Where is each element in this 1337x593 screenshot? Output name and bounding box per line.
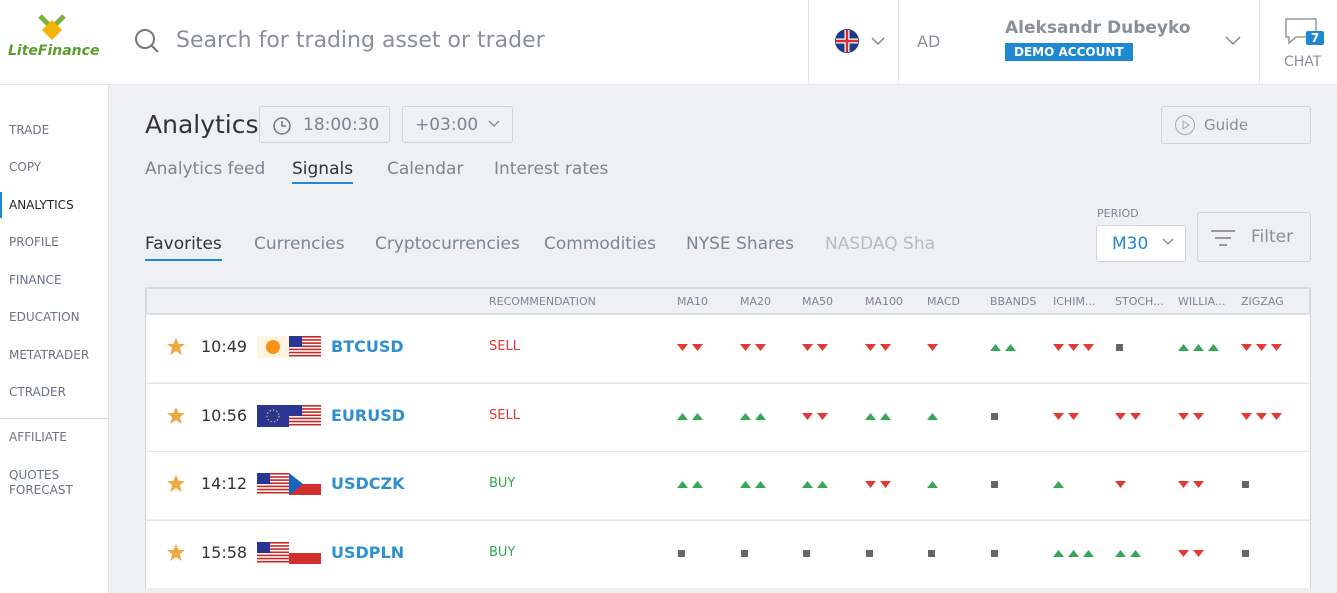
search-placeholder[interactable]: Search for trading asset or trader <box>176 28 545 53</box>
favorite-star[interactable] <box>166 406 186 426</box>
column-header: MACD <box>927 295 960 308</box>
table-row[interactable] <box>146 382 1310 451</box>
period-select[interactable] <box>1096 225 1186 262</box>
column-header: MA50 <box>802 295 834 308</box>
column-header: ZIGZAG <box>1241 295 1284 308</box>
logo[interactable]: LiteFinance <box>8 43 100 59</box>
pair-symbol[interactable]: USDCZK <box>331 474 405 493</box>
nav-item[interactable]: FINANCE <box>9 273 62 287</box>
table <box>145 287 1311 588</box>
recommendation: BUY <box>489 544 516 560</box>
subtab[interactable]: Cryptocurrencies <box>375 234 520 254</box>
tab[interactable]: Interest rates <box>494 159 609 179</box>
period[interactable]: M30 <box>1112 234 1149 254</box>
timezone[interactable]: +03:00 <box>415 115 479 135</box>
filter-button[interactable] <box>1197 212 1311 262</box>
sidebar <box>0 85 109 593</box>
signal-icons <box>677 344 1282 351</box>
recommendation: SELL <box>489 339 520 354</box>
time-box <box>259 106 390 143</box>
play-icon <box>1175 115 1195 135</box>
time: 18:00:30 <box>303 115 380 135</box>
favorite-star[interactable] <box>166 337 186 357</box>
signal-icons <box>678 549 1249 557</box>
favorite-star[interactable] <box>166 474 186 494</box>
nav-item[interactable]: CTRADER <box>9 385 66 399</box>
pair-flags <box>257 473 321 495</box>
active-indicator <box>0 192 2 218</box>
column-header: STOCH... <box>1115 295 1164 308</box>
filter-label[interactable]: Filter <box>1251 227 1294 247</box>
pair-flags <box>257 336 321 358</box>
column-header: MA20 <box>740 295 772 308</box>
guide-label[interactable]: Guide <box>1204 116 1249 134</box>
header <box>0 0 1337 85</box>
tab[interactable]: Signals <box>292 159 354 184</box>
signal-icons <box>677 412 1282 420</box>
tab[interactable]: Calendar <box>387 159 464 179</box>
table-header <box>146 288 1310 314</box>
nav-item[interactable]: PROFILE <box>9 235 59 249</box>
divider <box>0 418 109 419</box>
column-header: BBANDS <box>990 295 1037 308</box>
pair-flags <box>257 404 321 427</box>
nav-item[interactable]: TRADE <box>9 123 50 137</box>
signal-time: 15:58 <box>201 542 248 562</box>
user-dropdown[interactable] <box>1224 34 1242 48</box>
filter-icon <box>1211 230 1235 246</box>
signal-time: 10:56 <box>201 405 248 425</box>
recommendation: SELL <box>489 407 520 423</box>
language-selector[interactable] <box>834 28 890 54</box>
subtab[interactable]: Favorites <box>145 234 222 261</box>
period-label: PERIOD <box>1097 207 1139 220</box>
timezone-select[interactable] <box>402 106 513 143</box>
nav-item[interactable]: QUOTES FORECAST <box>9 468 73 497</box>
favorite-star[interactable] <box>166 543 186 563</box>
nav-item[interactable]: EDUCATION <box>9 310 80 324</box>
signal-icons <box>677 481 1249 488</box>
logo-icon <box>38 14 66 40</box>
divider <box>898 0 899 85</box>
column-header: WILLIA... <box>1178 295 1226 308</box>
nav-item[interactable]: ANALYTICS <box>9 198 74 212</box>
subtab[interactable]: Currencies <box>254 234 345 254</box>
column-header: RECOMMENDATION <box>489 295 596 308</box>
user-name[interactable]: Aleksandr Dubeyko <box>1005 18 1191 38</box>
divider <box>1259 0 1260 85</box>
clock-icon <box>273 117 291 135</box>
period-arrow <box>1162 238 1174 245</box>
guide-button[interactable] <box>1161 106 1311 144</box>
initials: AD <box>917 32 941 51</box>
chat-count: 7 <box>1306 31 1324 45</box>
search-icon <box>135 29 159 53</box>
pair-symbol[interactable]: BTCUSD <box>331 337 404 356</box>
subtab[interactable]: Commodities <box>544 234 657 254</box>
column-header: ICHIM... <box>1053 295 1096 308</box>
pair-symbol[interactable]: USDPLN <box>331 542 405 562</box>
signal-time: 14:12 <box>201 474 248 493</box>
chat-icon[interactable] <box>1284 17 1324 47</box>
timezone-arrow <box>488 120 500 127</box>
account-badge: DEMO ACCOUNT <box>1005 43 1133 61</box>
nav-item[interactable]: COPY <box>9 160 42 174</box>
pair-symbol[interactable]: EURUSD <box>331 405 406 425</box>
column-header: MA10 <box>677 295 709 308</box>
chat-label[interactable]: CHAT <box>1284 54 1322 70</box>
nav-item[interactable]: METATRADER <box>9 348 90 362</box>
subtab[interactable]: NYSE Shares <box>686 234 794 254</box>
recommendation: BUY <box>489 476 516 491</box>
search-box[interactable] <box>109 0 809 85</box>
column-header: MA100 <box>865 295 904 308</box>
nav-item[interactable]: AFFILIATE <box>9 430 67 444</box>
tab[interactable]: Analytics feed <box>145 159 266 179</box>
page-title: Analytics <box>145 110 259 139</box>
table-row[interactable] <box>146 519 1310 588</box>
subtab[interactable]: NASDAQ Sha <box>825 234 936 254</box>
table-row[interactable] <box>146 451 1310 519</box>
pair-flags <box>257 541 321 564</box>
signal-time: 10:49 <box>201 337 248 356</box>
